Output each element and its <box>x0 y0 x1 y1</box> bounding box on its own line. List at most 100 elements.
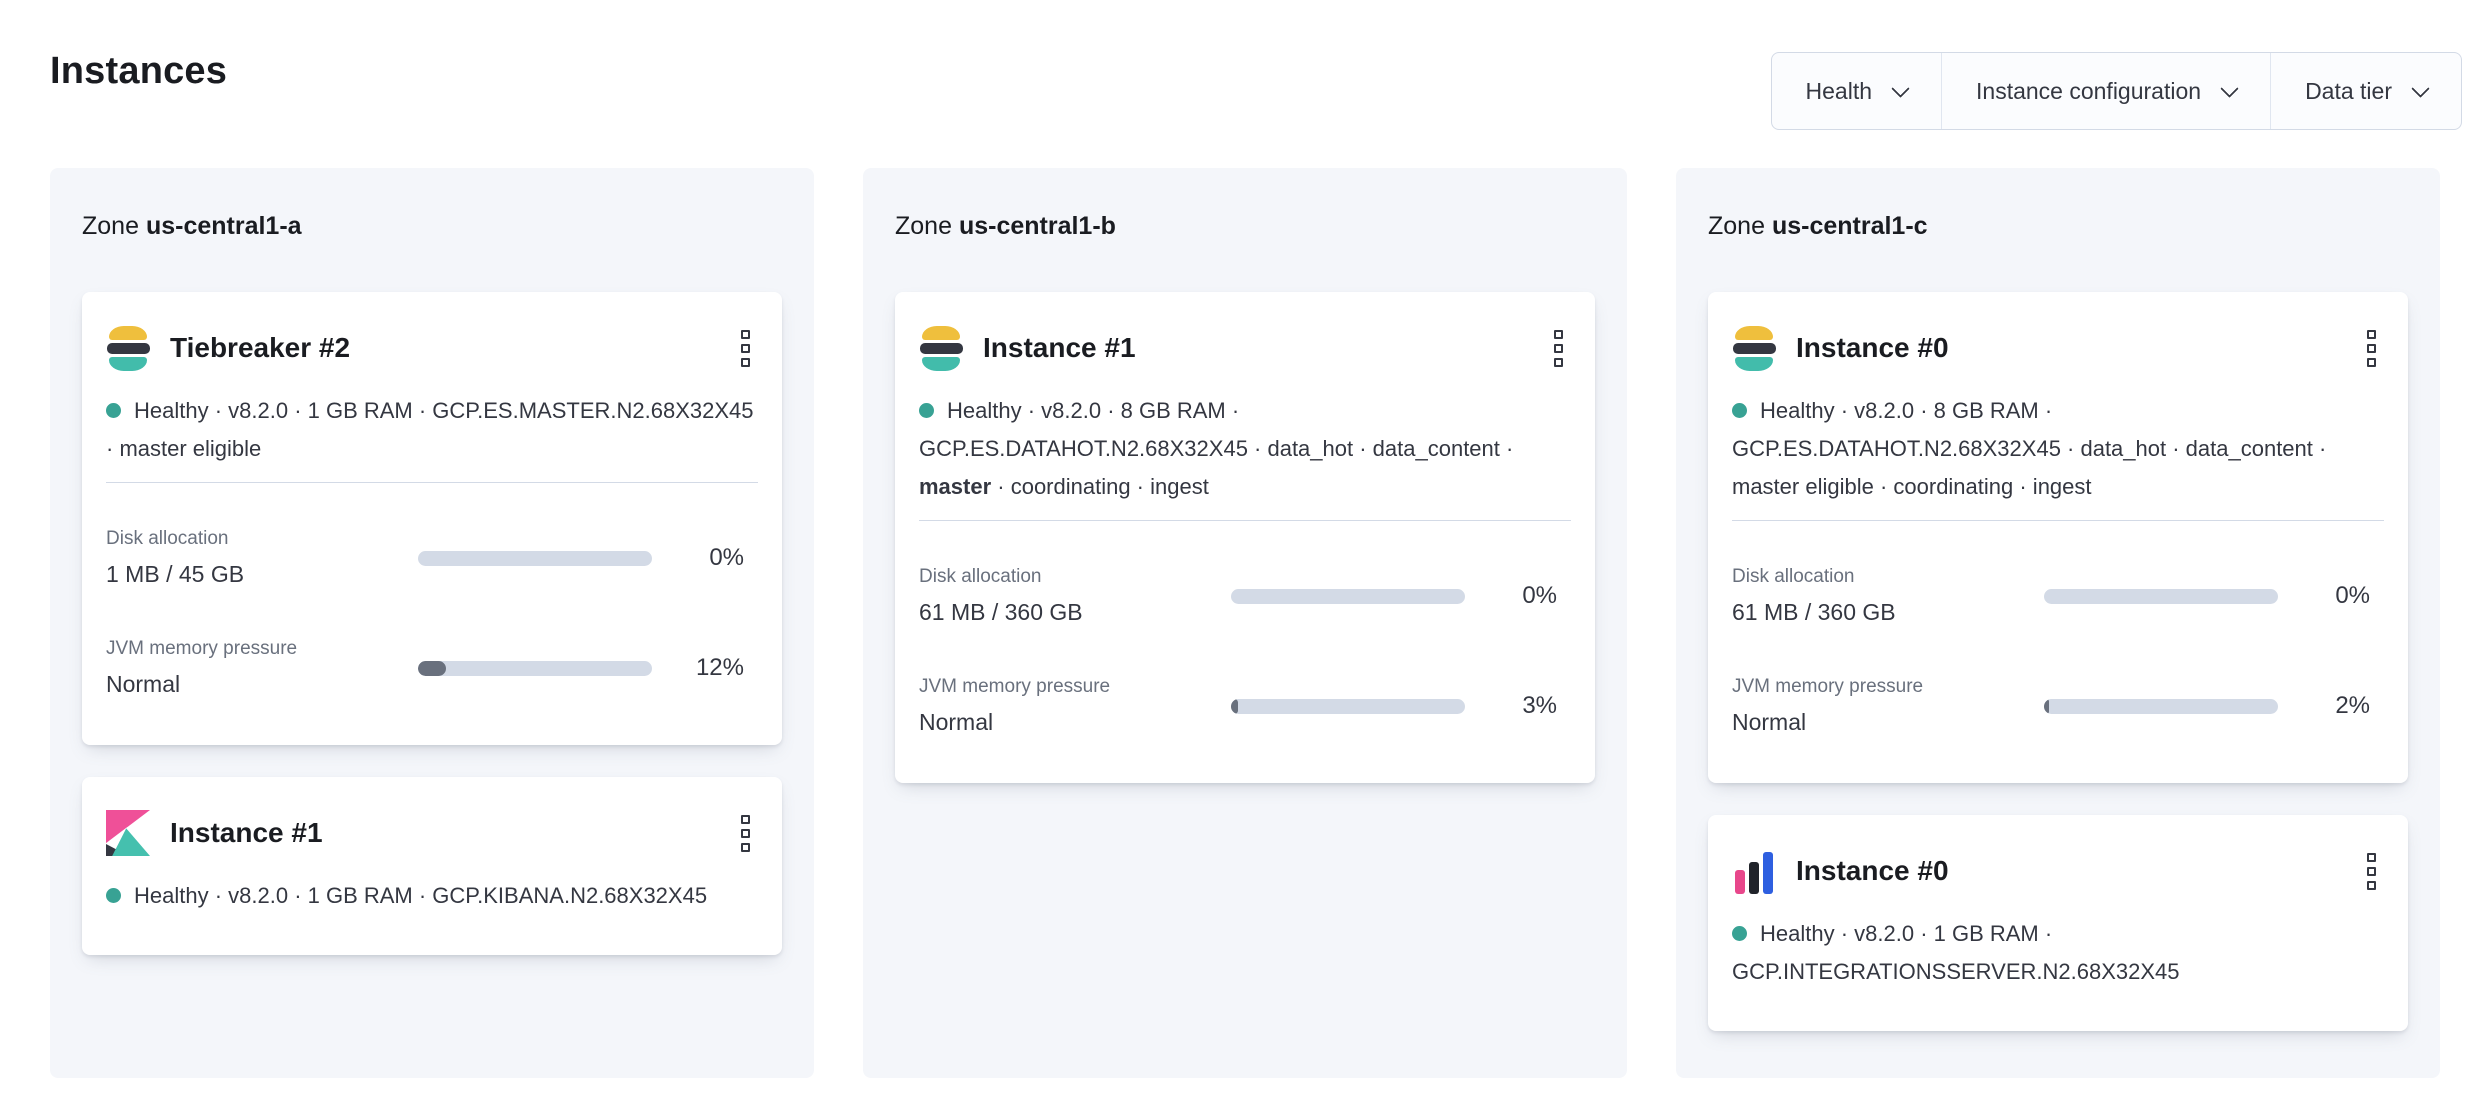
zone-panel-us-central1-a: Zone us-central1-a Tiebreaker #2 Healthy… <box>50 168 814 1078</box>
meter-value: 1 MB / 45 GB <box>106 561 245 587</box>
status-text: Healthy · v8.2.0 · 1 GB RAM · GCP.INTEGR… <box>1732 921 2180 984</box>
meter-value: Normal <box>919 709 994 735</box>
status-text-bold: master <box>919 474 992 499</box>
kibana-logo-icon <box>106 810 150 856</box>
jvm-memory-pressure-meter: JVM memory pressure Normal 2% <box>1732 675 2384 737</box>
zone-name: us-central1-a <box>145 212 302 240</box>
disk-allocation-meter: Disk allocation 61 MB / 360 GB 0% <box>1732 565 2384 627</box>
status-text: Healthy · v8.2.0 · 1 GB RAM · GCP.ES.MAS… <box>106 398 754 461</box>
card-title: Tiebreaker #2 <box>170 332 351 363</box>
card-header: Tiebreaker #2 <box>106 322 758 374</box>
card-title: Instance #0 <box>1796 855 1949 886</box>
meter-percent: 2% <box>2335 692 2370 719</box>
status-text: Healthy · v8.2.0 · 1 GB RAM · GCP.KIBANA… <box>134 883 708 908</box>
meter-fill <box>2044 698 2049 714</box>
zone-name: us-central1-c <box>1771 212 1928 240</box>
instance-card-es-0: Instance #0 Healthy · v8.2.0 · 8 GB RAM … <box>1708 292 2408 783</box>
card-divider <box>919 520 1571 521</box>
filter-data-tier-label: Data tier <box>2305 77 2392 104</box>
page-header: Instances Health Instance configuration … <box>0 0 2490 168</box>
status-line: Healthy · v8.2.0 · 8 GB RAM · GCP.ES.DAT… <box>919 392 1571 506</box>
meter-fill <box>1231 698 1239 714</box>
card-header: Instance #1 <box>106 807 758 859</box>
meter-value: Normal <box>1732 709 1807 735</box>
meter-value: 61 MB / 360 GB <box>919 599 1083 625</box>
card-header: Instance #1 <box>919 322 1571 374</box>
zone-title: Zone us-central1-b <box>895 208 1595 244</box>
filter-group: Health Instance configuration Data tier <box>1770 52 2462 130</box>
meter-label: Disk allocation <box>919 566 1042 587</box>
zone-title: Zone us-central1-c <box>1708 208 2408 244</box>
meter-fill <box>418 660 447 676</box>
status-text: Healthy · v8.2.0 · 8 GB RAM · GCP.ES.DAT… <box>919 398 1514 461</box>
status-text: · coordinating · ingest <box>991 474 1209 499</box>
instance-card-tiebreaker-2: Tiebreaker #2 Healthy · v8.2.0 · 1 GB RA… <box>82 292 782 745</box>
more-actions-button[interactable] <box>1546 324 1571 373</box>
meter-label: JVM memory pressure <box>919 676 1111 697</box>
card-header: Instance #0 <box>1732 845 2384 897</box>
meter-percent: 12% <box>695 654 744 681</box>
meter-label: JVM memory pressure <box>106 638 298 659</box>
card-title: Instance #1 <box>983 332 1136 363</box>
more-actions-button[interactable] <box>2359 324 2384 373</box>
health-dot-icon <box>106 888 121 903</box>
meter-percent: 0% <box>709 544 744 571</box>
chevron-down-icon <box>1891 78 1910 98</box>
health-dot-icon <box>1732 926 1747 941</box>
elasticsearch-logo-icon <box>106 325 150 371</box>
meter-percent: 3% <box>1522 692 1557 719</box>
page-title: Instances <box>50 50 228 92</box>
more-actions-button[interactable] <box>733 324 758 373</box>
meter-bar <box>2044 588 2278 604</box>
status-line: Healthy · v8.2.0 · 8 GB RAM · GCP.ES.DAT… <box>1732 392 2384 506</box>
disk-allocation-meter: Disk allocation 1 MB / 45 GB 0% <box>106 527 758 589</box>
health-dot-icon <box>919 403 934 418</box>
meter-label: JVM memory pressure <box>1732 676 1924 697</box>
meter-bar <box>1231 588 1465 604</box>
health-dot-icon <box>1732 403 1747 418</box>
meter-percent: 0% <box>1522 582 1557 609</box>
boxes-vertical-icon <box>2367 852 2376 862</box>
card-header: Instance #0 <box>1732 322 2384 374</box>
meter-label: Disk allocation <box>1732 566 1855 587</box>
meter-label: Disk allocation <box>106 528 229 549</box>
more-actions-button[interactable] <box>2359 847 2384 896</box>
zone-panel-us-central1-b: Zone us-central1-b Instance #1 Healthy ·… <box>863 168 1627 1078</box>
filter-instance-configuration-button[interactable]: Instance configuration <box>1941 53 2270 129</box>
boxes-vertical-icon <box>741 814 750 824</box>
meter-bar <box>418 660 652 676</box>
meter-bar <box>418 550 652 566</box>
zone-panel-us-central1-c: Zone us-central1-c Instance #0 Healthy ·… <box>1676 168 2440 1078</box>
status-text: Healthy · v8.2.0 · 8 GB RAM · GCP.ES.DAT… <box>1732 398 2327 499</box>
disk-allocation-meter: Disk allocation 61 MB / 360 GB 0% <box>919 565 1571 627</box>
health-dot-icon <box>106 403 121 418</box>
zone-title-prefix: Zone <box>82 212 139 240</box>
meter-bar <box>2044 698 2278 714</box>
chevron-down-icon <box>2411 78 2430 98</box>
card-divider <box>106 482 758 483</box>
zone-title-prefix: Zone <box>1708 212 1765 240</box>
more-actions-button[interactable] <box>733 809 758 858</box>
boxes-vertical-icon <box>741 329 750 339</box>
zones-row: Zone us-central1-a Tiebreaker #2 Healthy… <box>50 168 2440 1078</box>
filter-health-button[interactable]: Health <box>1772 53 1941 129</box>
zone-name: us-central1-b <box>958 212 1116 240</box>
instance-card-kibana-1: Instance #1 Healthy · v8.2.0 · 1 GB RAM … <box>82 777 782 955</box>
elasticsearch-logo-icon <box>919 325 963 371</box>
zone-title: Zone us-central1-a <box>82 208 782 244</box>
filter-data-tier-button[interactable]: Data tier <box>2270 53 2461 129</box>
jvm-memory-pressure-meter: JVM memory pressure Normal 12% <box>106 637 758 699</box>
instance-card-integrations-server-0: Instance #0 Healthy · v8.2.0 · 1 GB RAM … <box>1708 815 2408 1031</box>
meter-value: Normal <box>106 671 181 697</box>
card-title: Instance #0 <box>1796 332 1949 363</box>
meter-percent: 0% <box>2335 582 2370 609</box>
integrations-server-logo-icon <box>1732 848 1776 894</box>
instance-card-es-1: Instance #1 Healthy · v8.2.0 · 8 GB RAM … <box>895 292 1595 783</box>
boxes-vertical-icon <box>2367 329 2376 339</box>
status-line: Healthy · v8.2.0 · 1 GB RAM · GCP.INTEGR… <box>1732 915 2384 991</box>
meter-value: 61 MB / 360 GB <box>1732 599 1896 625</box>
boxes-vertical-icon <box>1554 329 1563 339</box>
elasticsearch-logo-icon <box>1732 325 1776 371</box>
status-line: Healthy · v8.2.0 · 1 GB RAM · GCP.ES.MAS… <box>106 392 758 468</box>
card-title: Instance #1 <box>170 817 323 848</box>
